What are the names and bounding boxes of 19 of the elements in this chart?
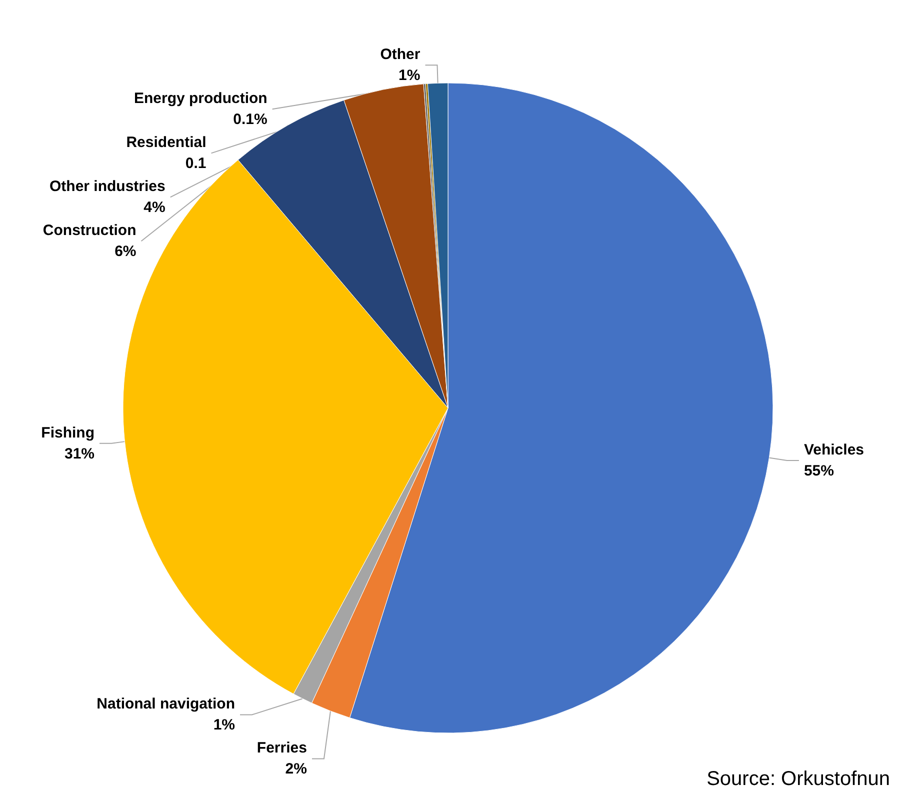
data-label: 6% [114,243,136,260]
data-label: 2% [285,760,307,778]
slice-label: Ferries [256,740,307,757]
data-label: 31% [64,445,95,462]
slice-label: Fishing [41,424,95,442]
data-label: 0.1 [185,155,206,172]
data-label: 1% [398,67,420,84]
data-label: 0.1% [233,111,268,128]
source-note: Source: Orkustofnun [706,768,890,790]
slice-label: Other industries [49,178,166,196]
slice-label: Other [380,46,420,64]
data-label: 4% [144,199,166,216]
slice-label: Vehicles [804,441,864,458]
data-label: 1% [213,716,236,734]
slice-label: Construction [42,222,136,240]
slice-label: National navigation [96,696,236,713]
data-label: 55% [804,462,834,480]
slice-label: Energy production [134,90,268,108]
slice-label: Residential [126,134,206,152]
